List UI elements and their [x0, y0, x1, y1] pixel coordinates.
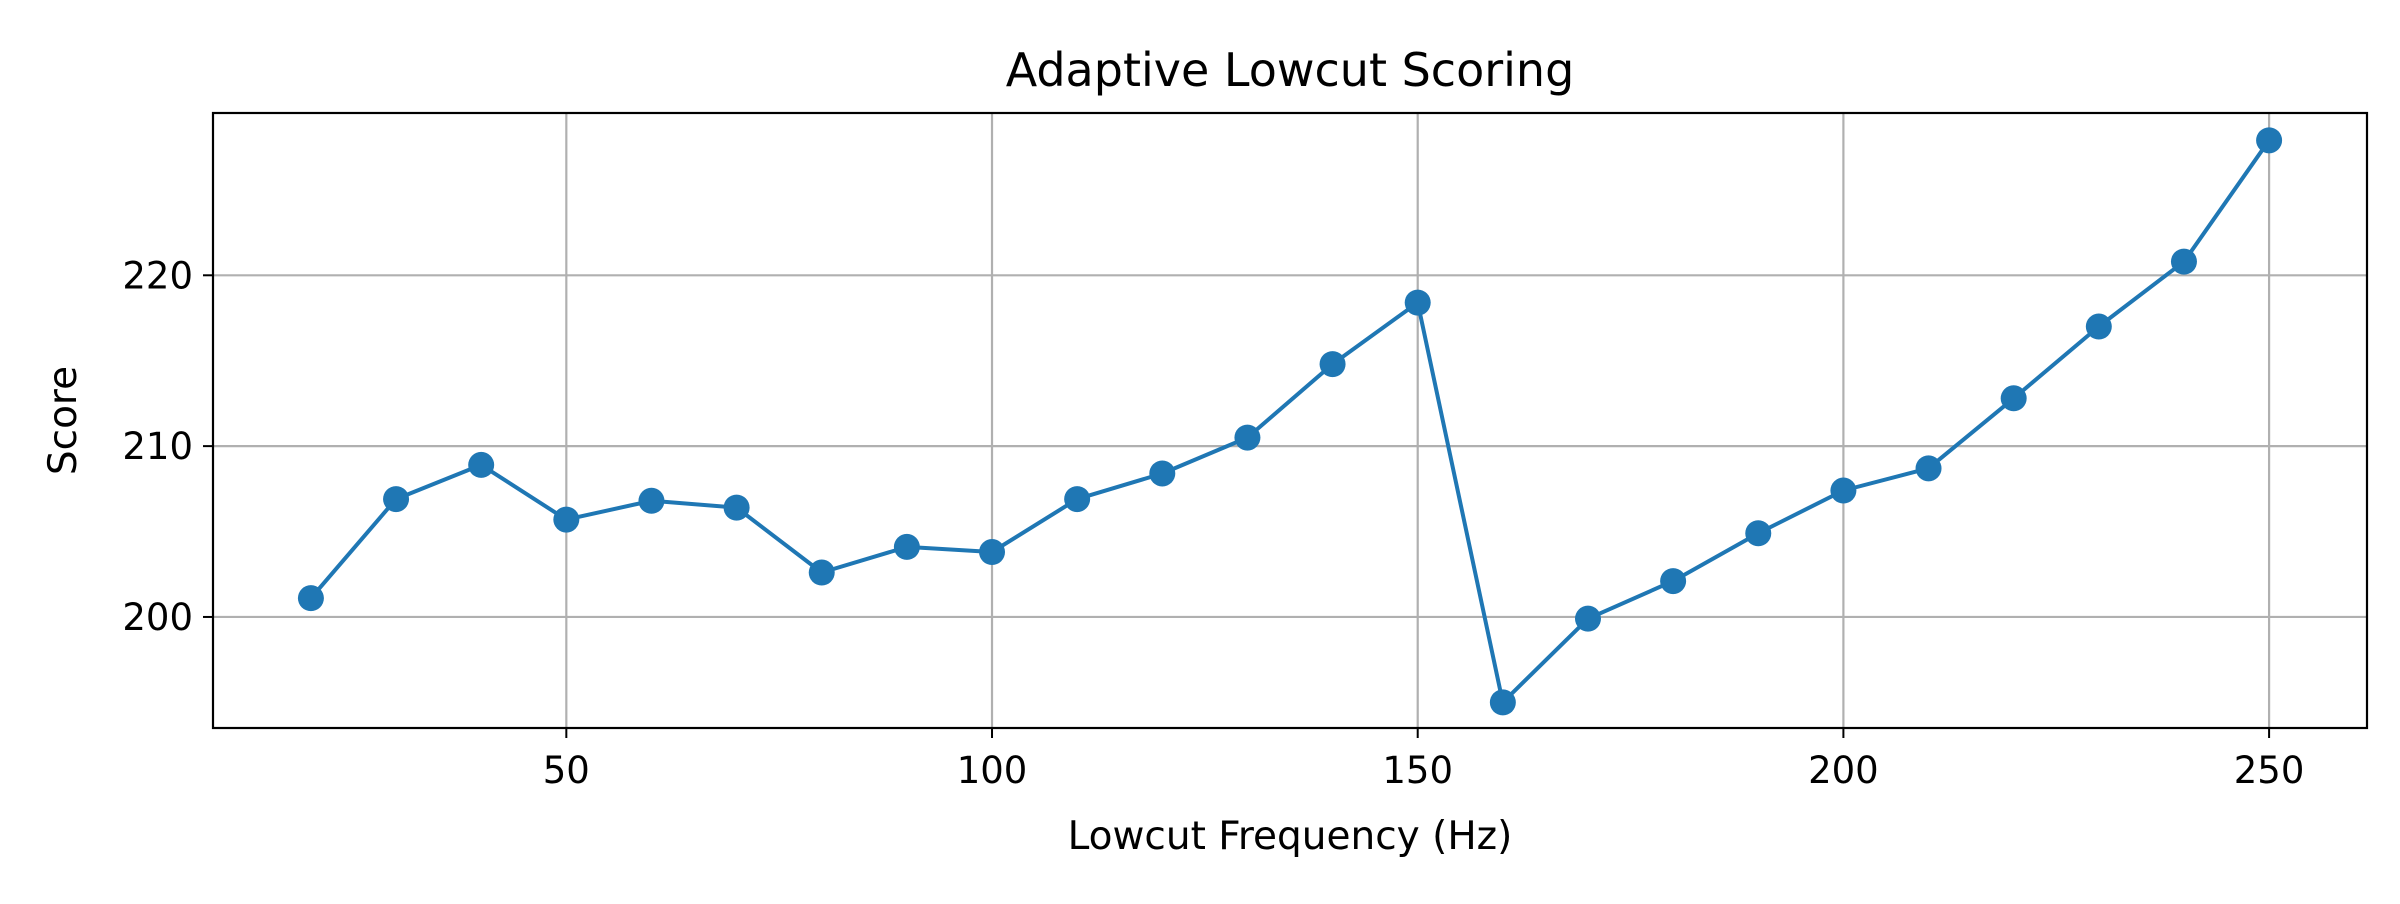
x-tick-label: 200 — [1808, 749, 1879, 792]
x-tick-label: 150 — [1382, 749, 1453, 792]
data-point — [1574, 605, 1601, 632]
data-point — [2256, 127, 2283, 154]
data-point — [979, 539, 1006, 566]
data-point — [2170, 248, 2197, 275]
data-point — [1660, 568, 1687, 595]
y-tick-label: 200 — [122, 596, 193, 639]
data-point — [1915, 455, 1942, 482]
data-point — [383, 486, 410, 513]
grid-lines — [213, 113, 2367, 728]
x-tick-label: 100 — [957, 749, 1028, 792]
data-point — [2085, 313, 2112, 340]
x-tick-label: 50 — [543, 749, 590, 792]
series-layer — [297, 127, 2283, 716]
data-point — [1745, 520, 1772, 547]
plot-frame — [211, 111, 2369, 730]
chart-title: Adaptive Lowcut Scoring — [1006, 43, 1575, 97]
y-tick-label: 210 — [122, 425, 193, 468]
tick-marks — [203, 274, 2271, 738]
data-point — [1149, 460, 1176, 487]
data-point — [297, 585, 324, 612]
y-tick-label: 220 — [122, 254, 193, 297]
data-point — [553, 506, 580, 533]
data-point — [1830, 477, 1857, 504]
x-axis-label: Lowcut Frequency (Hz) — [1068, 814, 1513, 859]
data-point — [723, 494, 750, 521]
data-point — [808, 559, 835, 586]
y-axis-label: Score — [41, 366, 86, 475]
data-point — [1064, 486, 1091, 513]
x-tick-label: 250 — [2234, 749, 2305, 792]
data-point — [893, 533, 920, 560]
data-point — [638, 487, 665, 514]
series-line — [308, 138, 2272, 705]
data-point — [2000, 385, 2027, 412]
data-point — [1489, 689, 1516, 716]
data-point — [1404, 289, 1431, 316]
data-point — [1319, 351, 1346, 378]
tick-labels: 50 100 150 200 250 200 210 220 — [122, 254, 2304, 792]
data-point — [1234, 424, 1261, 451]
data-point — [468, 451, 495, 478]
